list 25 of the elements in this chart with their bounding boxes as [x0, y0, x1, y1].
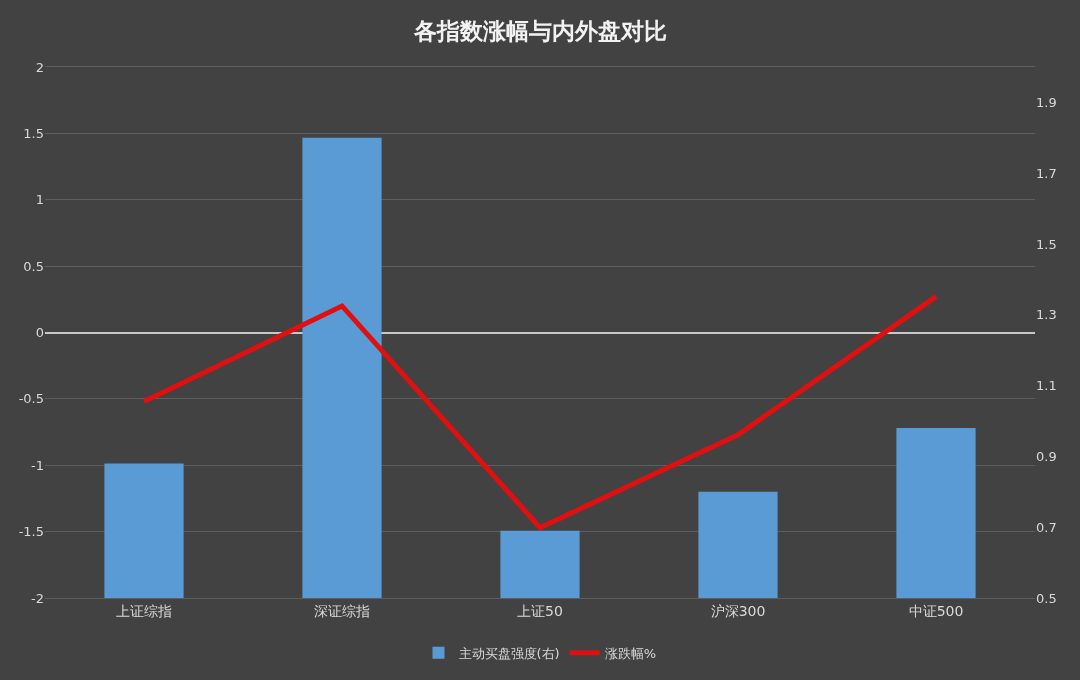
- y-tick-label: 2: [35, 59, 44, 75]
- y2-tick-label: 0.7: [1036, 519, 1057, 535]
- y2-tick-label: 0.9: [1036, 448, 1057, 464]
- x-tick-label: 上证50: [517, 602, 563, 619]
- y-tick-label: 1.5: [23, 125, 44, 141]
- x-tick-label: 沪深300: [710, 602, 766, 619]
- x-tick-label: 上证综指: [116, 602, 172, 619]
- x-tick-label: 中证500: [908, 602, 964, 619]
- y2-tick-label: 1.1: [1036, 378, 1057, 394]
- y-tick-label: 0.5: [23, 258, 44, 274]
- y2-tick-label: 1.9: [1036, 94, 1057, 110]
- y-tick-label: -0.5: [18, 391, 44, 407]
- y-tick-label: -1.5: [18, 524, 44, 540]
- chart-title: 各指数涨幅与内外盘对比: [412, 16, 667, 44]
- y2-tick-label: 1.7: [1036, 165, 1057, 181]
- y2-tick-label: 1.5: [1036, 236, 1057, 252]
- x-tick-label: 深证综指: [314, 602, 370, 619]
- legend-label: 涨跌幅%: [604, 645, 657, 661]
- y-tick-label: 1: [35, 192, 44, 208]
- legend-label: 主动买盘强度(右): [458, 645, 560, 661]
- y-tick-label: 0: [35, 325, 44, 341]
- y2-tick-label: 1.3: [1036, 307, 1057, 323]
- y-tick-label: -2: [31, 590, 44, 606]
- y-tick-label: -1: [31, 457, 44, 473]
- y2-tick-label: 0.5: [1036, 590, 1057, 606]
